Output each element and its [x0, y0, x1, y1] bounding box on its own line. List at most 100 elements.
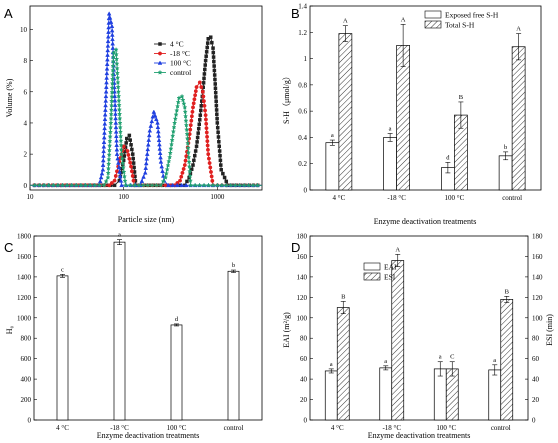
panel-a-point: [147, 128, 153, 133]
panel-a-point: [203, 67, 207, 72]
panel-a-point: [104, 80, 109, 85]
panel-a-point: [174, 182, 180, 188]
panel-a-point: [245, 182, 252, 188]
panel-a-point: [156, 133, 161, 138]
panel-c-ytick-label: 1400: [17, 273, 32, 281]
panel-a-point: [92, 182, 98, 188]
panel-d-legend-swatch: [363, 272, 381, 281]
panel-a-point: [151, 109, 157, 114]
panel-a-point: [196, 182, 203, 188]
panel-d-legend-swatch: [363, 262, 381, 271]
panel-b-ytick-label: 1.4: [298, 3, 307, 11]
panel-a-point: [143, 160, 149, 166]
panel-a-point: [182, 113, 189, 119]
panel-a-point: [205, 182, 212, 188]
panel-a-point: [124, 141, 128, 145]
panel-a-point: [199, 85, 204, 90]
panel-d-bar: [336, 307, 350, 421]
panel-a-point: [210, 178, 215, 183]
panel-a-point: [186, 159, 192, 165]
panel-a-point: [201, 94, 206, 99]
panel-d-bar: [433, 368, 447, 421]
panel-a-point: [116, 97, 122, 103]
panel-a-point: [215, 116, 219, 121]
panel-a-point: [203, 58, 208, 63]
panel-a-point: [113, 174, 118, 178]
panel-a-point: [132, 165, 136, 170]
panel-a-point: [103, 178, 109, 184]
panel-c-significance-label: c: [61, 266, 64, 273]
panel-a-point: [107, 138, 113, 144]
panel-a-point: [171, 124, 177, 130]
panel-a-point: [186, 154, 192, 160]
panel-a-point: [130, 174, 135, 178]
panel-a-point: [141, 174, 146, 179]
panel-a-point: [112, 178, 117, 183]
panel-a-point: [112, 183, 117, 188]
panel-c-category-label: -18 °C: [110, 424, 129, 432]
panel-a-point: [106, 156, 112, 162]
panel-b-significance-label: A: [516, 26, 521, 33]
panel-a-point: [117, 169, 122, 174]
panel-d-ytick-label: 180: [297, 233, 308, 241]
panel-b-significance-label: B: [459, 94, 464, 101]
panel-a-point: [140, 182, 146, 188]
panel-a-point: [209, 174, 214, 179]
panel-a-point: [174, 103, 181, 109]
panel-a-ytick-label: 6: [24, 88, 28, 96]
panel-a-point: [200, 89, 205, 94]
panel-b-significance-label: a: [331, 132, 334, 139]
panel-a-legend-marker: [157, 69, 163, 75]
panel-a-point: [197, 122, 201, 126]
panel-a-point: [116, 102, 122, 108]
panel-a-ylabel: Volume (%): [5, 78, 14, 117]
panel-b-significance-label: A: [401, 16, 406, 23]
panel-a-point: [131, 161, 136, 165]
panel-a-point: [119, 155, 125, 161]
panel-a-point: [211, 50, 216, 55]
panel-a-point: [170, 128, 177, 134]
panel-a-legend-label: control: [170, 68, 191, 77]
panel-a-point: [192, 158, 196, 163]
panel-a-point: [215, 112, 219, 117]
panel-a-point: [109, 76, 116, 82]
panel-a-point: [110, 58, 116, 64]
panel-a-point: [209, 170, 213, 174]
panel-a-point: [127, 133, 132, 138]
panel-a-point: [173, 111, 179, 117]
panel-c-ytick-label: 800: [21, 335, 32, 343]
panel-a-point: [96, 182, 103, 188]
panel-a-point: [214, 103, 219, 108]
panel-a-point: [202, 72, 207, 76]
panel-a-point: [196, 126, 201, 131]
panel-d-y2tick-label: 160: [532, 253, 543, 261]
panel-d-ytick-label: 80: [300, 335, 308, 343]
panel-a-point: [194, 85, 199, 90]
panel-a-point: [115, 84, 121, 90]
panel-c-ytick-label: 1000: [17, 314, 32, 322]
panel-a-ytick-label: 4: [24, 119, 28, 127]
panel-a-point: [113, 115, 118, 121]
panel-a-point: [117, 173, 123, 179]
panel-a-point: [193, 93, 198, 98]
panel-a-point: [199, 104, 204, 108]
panel-a-point: [114, 142, 120, 147]
panel-d-y2tick-label: 140: [532, 273, 543, 281]
panel-a-point: [105, 170, 111, 176]
panel-d-y2tick-label: 80: [532, 335, 540, 343]
panel-a-point: [191, 101, 196, 106]
panel-a-point: [127, 156, 132, 161]
panel-a-point: [130, 152, 135, 156]
panel-a-point: [217, 149, 222, 153]
panel-a-point: [113, 129, 119, 134]
panel-a-point: [213, 82, 217, 86]
panel-d-xlabel: Enzyme deactivation treatments: [368, 431, 471, 440]
panel-a-point: [157, 146, 163, 151]
panel-a-point: [107, 15, 113, 20]
panel-d-significance-label: a: [439, 354, 442, 361]
panel-a-point: [118, 142, 124, 148]
panel-a-point: [213, 86, 218, 91]
panel-d-ytick-label: 140: [297, 273, 308, 281]
panel-c-bar: [227, 270, 240, 421]
panel-a-point: [116, 93, 122, 99]
